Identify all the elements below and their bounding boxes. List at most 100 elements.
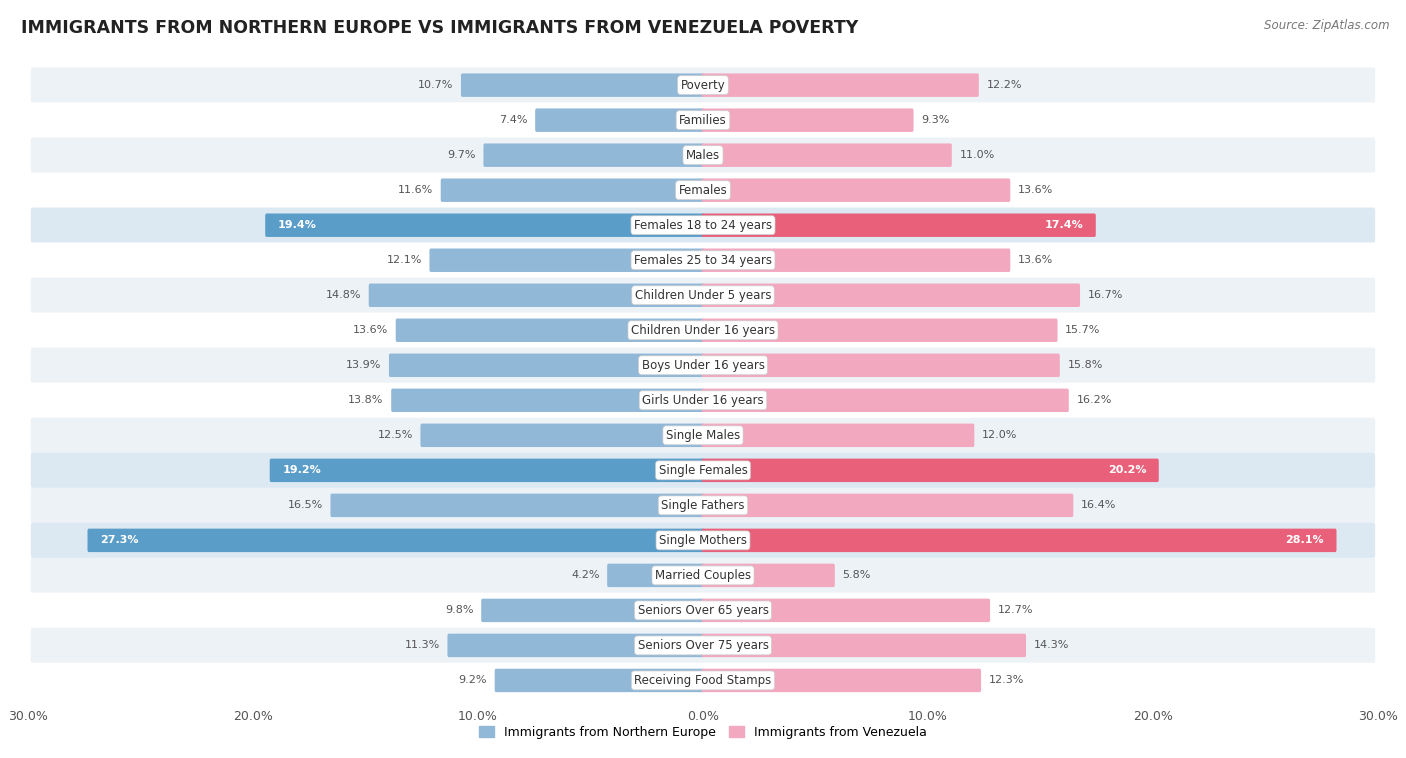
FancyBboxPatch shape [702,459,1159,482]
FancyBboxPatch shape [702,318,1057,342]
Text: Boys Under 16 years: Boys Under 16 years [641,359,765,371]
FancyBboxPatch shape [31,662,1375,698]
Text: Receiving Food Stamps: Receiving Food Stamps [634,674,772,687]
FancyBboxPatch shape [447,634,704,657]
FancyBboxPatch shape [31,137,1375,173]
FancyBboxPatch shape [31,628,1375,663]
FancyBboxPatch shape [702,143,952,167]
FancyBboxPatch shape [536,108,704,132]
FancyBboxPatch shape [702,669,981,692]
FancyBboxPatch shape [270,459,704,482]
FancyBboxPatch shape [395,318,704,342]
Text: 14.3%: 14.3% [1033,641,1069,650]
Text: 20.2%: 20.2% [1108,465,1146,475]
Text: Single Males: Single Males [666,429,740,442]
FancyBboxPatch shape [607,564,704,587]
Text: IMMIGRANTS FROM NORTHERN EUROPE VS IMMIGRANTS FROM VENEZUELA POVERTY: IMMIGRANTS FROM NORTHERN EUROPE VS IMMIG… [21,19,858,37]
FancyBboxPatch shape [31,173,1375,208]
Text: 19.2%: 19.2% [283,465,321,475]
FancyBboxPatch shape [31,418,1375,453]
Text: 13.6%: 13.6% [1018,185,1053,196]
Text: 5.8%: 5.8% [842,570,870,581]
Text: 11.0%: 11.0% [959,150,994,160]
FancyBboxPatch shape [702,353,1060,377]
FancyBboxPatch shape [31,523,1375,558]
FancyBboxPatch shape [87,528,704,552]
FancyBboxPatch shape [31,312,1375,348]
FancyBboxPatch shape [330,493,704,517]
Legend: Immigrants from Northern Europe, Immigrants from Venezuela: Immigrants from Northern Europe, Immigra… [474,721,932,744]
FancyBboxPatch shape [31,558,1375,593]
FancyBboxPatch shape [31,348,1375,383]
FancyBboxPatch shape [702,599,990,622]
FancyBboxPatch shape [31,102,1375,138]
FancyBboxPatch shape [31,67,1375,103]
Text: 13.8%: 13.8% [349,396,384,406]
FancyBboxPatch shape [702,108,914,132]
FancyBboxPatch shape [702,283,1080,307]
FancyBboxPatch shape [702,178,1011,202]
Text: 28.1%: 28.1% [1285,535,1324,545]
Text: 13.6%: 13.6% [353,325,388,335]
Text: 12.3%: 12.3% [988,675,1024,685]
Text: 16.2%: 16.2% [1077,396,1112,406]
Text: 7.4%: 7.4% [499,115,527,125]
Text: Children Under 5 years: Children Under 5 years [634,289,772,302]
FancyBboxPatch shape [31,487,1375,523]
Text: 10.7%: 10.7% [418,80,453,90]
Text: 11.6%: 11.6% [398,185,433,196]
Text: Males: Males [686,149,720,161]
FancyBboxPatch shape [702,493,1073,517]
Text: 19.4%: 19.4% [278,221,316,230]
Text: 12.2%: 12.2% [987,80,1022,90]
FancyBboxPatch shape [389,353,704,377]
FancyBboxPatch shape [429,249,704,272]
Text: 15.8%: 15.8% [1067,360,1102,370]
Text: 12.0%: 12.0% [981,431,1018,440]
FancyBboxPatch shape [31,453,1375,488]
FancyBboxPatch shape [420,424,704,447]
FancyBboxPatch shape [266,214,704,237]
FancyBboxPatch shape [31,277,1375,313]
FancyBboxPatch shape [440,178,704,202]
FancyBboxPatch shape [702,74,979,97]
Text: Females: Females [679,183,727,196]
Text: Single Fathers: Single Fathers [661,499,745,512]
Text: 14.8%: 14.8% [326,290,361,300]
Text: Children Under 16 years: Children Under 16 years [631,324,775,337]
Text: Females 25 to 34 years: Females 25 to 34 years [634,254,772,267]
FancyBboxPatch shape [702,214,1095,237]
Text: 9.2%: 9.2% [458,675,486,685]
Text: 11.3%: 11.3% [405,641,440,650]
FancyBboxPatch shape [391,389,704,412]
FancyBboxPatch shape [702,634,1026,657]
Text: 16.5%: 16.5% [288,500,323,510]
Text: 17.4%: 17.4% [1045,221,1083,230]
Text: Single Mothers: Single Mothers [659,534,747,547]
FancyBboxPatch shape [495,669,704,692]
Text: 4.2%: 4.2% [571,570,599,581]
FancyBboxPatch shape [31,383,1375,418]
FancyBboxPatch shape [31,243,1375,278]
Text: 12.5%: 12.5% [377,431,413,440]
FancyBboxPatch shape [702,249,1011,272]
Text: 9.3%: 9.3% [921,115,949,125]
Text: Source: ZipAtlas.com: Source: ZipAtlas.com [1264,19,1389,32]
FancyBboxPatch shape [702,528,1337,552]
FancyBboxPatch shape [702,389,1069,412]
FancyBboxPatch shape [31,593,1375,628]
FancyBboxPatch shape [702,424,974,447]
Text: 16.7%: 16.7% [1088,290,1123,300]
FancyBboxPatch shape [31,208,1375,243]
Text: Families: Families [679,114,727,127]
FancyBboxPatch shape [368,283,704,307]
Text: 15.7%: 15.7% [1066,325,1101,335]
Text: Females 18 to 24 years: Females 18 to 24 years [634,219,772,232]
Text: 13.9%: 13.9% [346,360,381,370]
Text: Seniors Over 65 years: Seniors Over 65 years [637,604,769,617]
FancyBboxPatch shape [484,143,704,167]
FancyBboxPatch shape [702,564,835,587]
Text: Single Females: Single Females [658,464,748,477]
Text: Married Couples: Married Couples [655,569,751,582]
Text: 27.3%: 27.3% [100,535,139,545]
